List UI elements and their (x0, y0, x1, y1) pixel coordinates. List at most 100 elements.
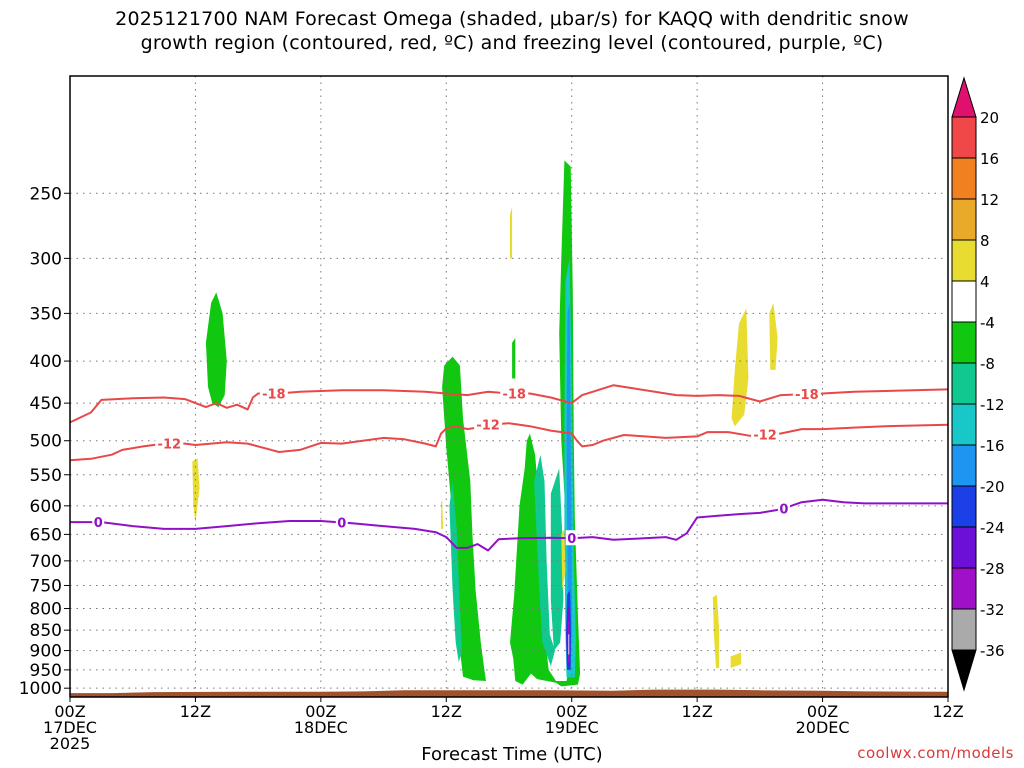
y-tick-label: 350 (30, 304, 62, 324)
x-tick-label: 12Z (180, 702, 211, 721)
colorbar-box-4_8 (951, 239, 977, 282)
source-credit: coolwx.com/models (857, 744, 1014, 762)
contour-label-bg (792, 386, 821, 402)
colorbar-label: -8 (980, 355, 995, 373)
contour-label-0-2: -18 (795, 388, 819, 403)
contour-label-bg (474, 416, 503, 432)
contour-label-bg (155, 435, 184, 451)
colorbar-box-12_16 (951, 157, 977, 200)
omega-shading-layer (192, 160, 778, 687)
colorbar-over-triangle (951, 76, 977, 118)
colorbar-box-16_20 (951, 116, 977, 159)
y-tick-label: 1000 (19, 679, 62, 699)
colorbar-box-m24_m20 (951, 485, 977, 528)
contour-line-1 (69, 422, 949, 462)
x-tick-label: 00Z (54, 702, 85, 721)
contour-label-bg (777, 500, 790, 516)
colorbar-box-m20_m16 (951, 444, 977, 487)
omega-patch-upper (205, 292, 227, 408)
omega-patch-small (512, 338, 516, 379)
contour-label-bg (259, 385, 288, 401)
y-tick-label: 450 (30, 394, 62, 414)
sink-patch-2 (510, 207, 513, 259)
contour-label-2-0: 0 (94, 516, 103, 531)
sink-patch-5 (769, 303, 778, 370)
y-tick-label: 800 (30, 600, 62, 620)
sink-patch-1 (192, 458, 200, 524)
contour-label-2-1: 0 (337, 516, 346, 531)
colorbar-label: -32 (980, 601, 1005, 619)
colorbar-box-m36_m32 (951, 608, 977, 651)
sink-patch-7 (730, 652, 741, 668)
colorbar-box-m12_m8 (951, 362, 977, 405)
colorbar-label: 12 (980, 191, 999, 209)
y-axis-ticks: 2503003504004505005506006507007508008509… (19, 184, 70, 699)
colorbar-box-m32_m28 (951, 567, 977, 610)
x-tick-label: 00Z (305, 702, 336, 721)
omega-core-max (568, 634, 570, 655)
colorbar-label: -16 (980, 437, 1005, 455)
contour-label-1-0: -12 (158, 438, 182, 453)
chart-title-line-1: 2025121700 NAM Forecast Omega (shaded, μ… (115, 8, 909, 30)
plot-frame (69, 75, 949, 698)
x-tick-label: 2025 (50, 734, 91, 753)
colorbar-label: -12 (980, 396, 1005, 414)
y-tick-label: 600 (30, 497, 62, 517)
y-tick-label: 650 (30, 525, 62, 545)
contour-label-0-0: -18 (262, 387, 286, 402)
sink-patch-4 (561, 528, 566, 591)
contour-label-bg (751, 426, 780, 442)
y-tick-label: 250 (30, 184, 62, 204)
omega-region-1 (510, 160, 581, 687)
colorbar-label: 16 (980, 150, 999, 168)
contour-label-2-3: 0 (779, 502, 788, 517)
contour-label-bg (500, 385, 529, 401)
contour-label-1-1: -12 (476, 419, 500, 434)
sink-patch-6 (712, 594, 720, 668)
omega-colorbar: 20 16 12 8 4 -4 -8 -12 -16 -20 -24 -28 -32 -36 (951, 76, 1005, 692)
sink-patch-3 (441, 499, 444, 529)
omega-core-m12-mid2 (550, 468, 564, 651)
colorbar-box-m28_m24 (951, 526, 977, 569)
colorbar-box-m16_m12 (951, 403, 977, 446)
x-tick-label: 12Z (932, 702, 963, 721)
colorbar-label: -24 (980, 519, 1005, 537)
y-tick-label: 750 (30, 576, 62, 596)
omega-region-2 (731, 308, 749, 427)
omega-core-m20 (566, 303, 572, 635)
x-tick-label: 12Z (431, 702, 462, 721)
isotherm-contours: -18 -18 -18 -12 -12 -12 0 0 0 0 (69, 384, 949, 552)
x-tick-label: 17DEC (43, 718, 97, 737)
contour-line-0 (69, 384, 949, 424)
colorbar-label: 8 (980, 232, 990, 250)
colorbar-label: 4 (980, 273, 990, 291)
y-tick-label: 300 (30, 249, 62, 269)
contour-label-bg (335, 514, 348, 530)
contour-label-1-2: -12 (753, 429, 777, 444)
y-tick-label: 500 (30, 432, 62, 452)
omega-region-0 (442, 356, 486, 681)
contour-label-bg (565, 530, 578, 546)
colorbar-label: -20 (980, 478, 1005, 496)
colorbar-box-8_12 (951, 198, 977, 241)
omega-core-m12-west (449, 481, 462, 663)
chart-title-line-2: growth region (contoured, red, ºC) and f… (140, 32, 884, 54)
contour-line-2 (70, 498, 948, 552)
x-tick-label: 00Z (807, 702, 838, 721)
y-tick-label: 400 (30, 352, 62, 372)
y-tick-label: 550 (30, 466, 62, 486)
colorbar-under-triangle (951, 649, 977, 692)
x-axis-label: Forecast Time (UTC) (421, 744, 603, 765)
contour-label-bg (92, 514, 105, 530)
y-tick-label: 700 (30, 552, 62, 572)
x-tick-label: 19DEC (545, 718, 599, 737)
colorbar-label: -36 (980, 642, 1005, 660)
terrain-layer (70, 689, 948, 697)
colorbar-box-neutral (951, 280, 977, 323)
colorbar-label: -4 (980, 314, 995, 332)
y-tick-label: 950 (30, 661, 62, 681)
colorbar-label: -28 (980, 560, 1005, 578)
y-tick-label: 900 (30, 642, 62, 662)
terrain-fill (70, 689, 948, 697)
